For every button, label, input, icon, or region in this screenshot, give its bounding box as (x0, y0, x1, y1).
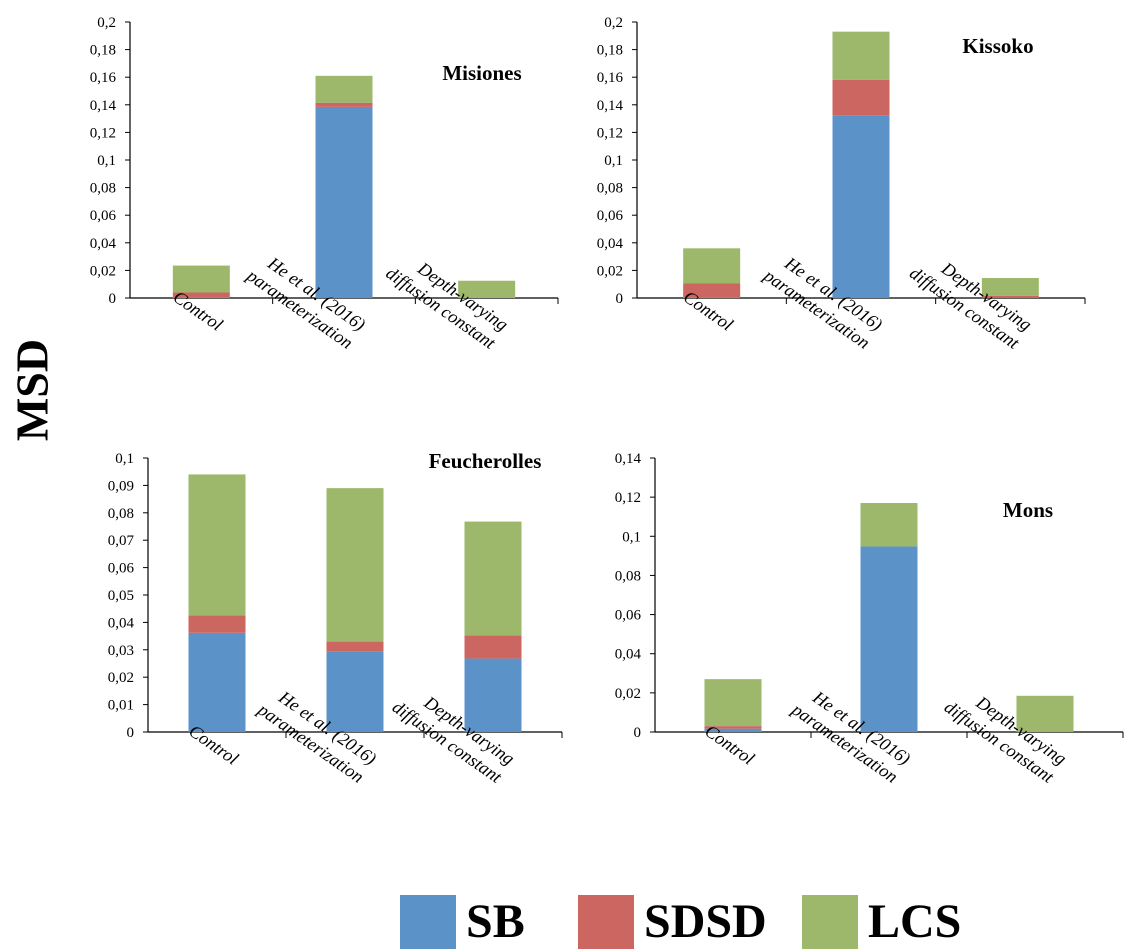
y-tick-label: 0,16 (90, 70, 117, 86)
y-tick-label: 0 (127, 725, 135, 741)
bar-sdsd (464, 635, 522, 659)
y-tick-label: 0,01 (108, 698, 134, 714)
y-tick-label: 0,02 (615, 686, 641, 702)
y-tick-label: 0,04 (90, 236, 117, 252)
bar-lcs (458, 280, 516, 298)
chart-title: Misiones (442, 61, 521, 85)
y-tick-label: 0,06 (108, 561, 135, 577)
bar-sdsd (832, 79, 890, 116)
y-tick-label: 0,05 (108, 588, 134, 604)
y-tick-label: 0,14 (615, 451, 642, 467)
bar-sdsd (188, 615, 246, 633)
bar-lcs (704, 679, 762, 727)
y-tick-label: 0,02 (108, 670, 134, 686)
bar-sdsd (704, 726, 762, 729)
chart-feucherolles: 0 0,01 0,02 0,03 0,04 0,05 0,06 0,07 0,08 0,09 0,1… (108, 449, 563, 787)
bar-sb (315, 106, 373, 299)
bar-sb (860, 546, 918, 732)
chart-title: Kissoko (962, 34, 1033, 58)
y-tick-label: 0,18 (90, 43, 116, 59)
y-tick-label: 0,04 (597, 236, 624, 252)
y-tick-label: 0,1 (97, 153, 116, 169)
y-tick-label: 0,16 (597, 70, 624, 86)
bar-lcs (188, 474, 246, 616)
chart-title: Mons (1003, 498, 1053, 522)
y-tick-label: 0,14 (90, 98, 117, 114)
bar-sb (704, 728, 762, 732)
x-tick-label: Depth-varyingdiffusion constant (906, 245, 1036, 354)
bar-sb (464, 658, 522, 732)
y-tick-label: 0,12 (597, 125, 623, 141)
y-tick-label: 0,2 (604, 15, 623, 31)
chart-panel-feucherolles: 0 0,01 0,02 0,03 0,04 0,05 0,06 0,07 0,08 0,09 0,1… (0, 440, 571, 890)
bar-lcs (1016, 695, 1074, 732)
legend-swatch-lcs (802, 895, 858, 949)
bar-sb (188, 632, 246, 732)
y-tick-label: 0,08 (615, 568, 641, 584)
y-tick-label: 0 (616, 291, 624, 307)
y-tick-label: 0,08 (108, 506, 134, 522)
bar-sb (172, 297, 230, 298)
legend-label-sdsd: SDSD (644, 895, 767, 948)
bar-lcs (464, 521, 522, 636)
y-tick-label: 0,06 (90, 208, 117, 224)
bar-lcs (860, 503, 918, 547)
y-tick-label: 0,09 (108, 478, 134, 494)
y-tick-label: 0,02 (597, 263, 623, 279)
y-tick-label: 0,1 (604, 153, 623, 169)
legend: SB SDSD LCS (400, 893, 980, 949)
chart-panel-mons: 0 0,02 0,04 0,06 0,08 0,1 0,12 0,14 Control He et… (571, 440, 1142, 890)
y-tick-label: 0,08 (90, 181, 116, 197)
x-tick-label: Depth-varyingdiffusion constant (382, 245, 512, 354)
bar-lcs (172, 265, 230, 293)
chart-title: Feucherolles (429, 449, 542, 473)
y-tick-label: 0,18 (597, 43, 623, 59)
y-tick-label: 0,1 (622, 529, 641, 545)
y-tick-label: 0,08 (597, 181, 623, 197)
legend-swatch-sdsd (578, 895, 634, 949)
y-tick-label: 0,12 (615, 490, 641, 506)
y-tick-label: 0,07 (108, 533, 135, 549)
y-tick-label: 0,12 (90, 125, 116, 141)
y-tick-label: 0 (109, 291, 117, 307)
legend-label-sb: SB (466, 895, 525, 948)
y-tick-label: 0,06 (615, 608, 642, 624)
bar-lcs (326, 488, 384, 642)
bar-sdsd (315, 102, 373, 107)
y-tick-label: 0,04 (108, 615, 135, 631)
y-tick-label: 0,1 (115, 451, 134, 467)
y-tick-label: 0,03 (108, 643, 134, 659)
bar-sdsd (172, 292, 230, 298)
legend-label-lcs: LCS (868, 895, 962, 948)
y-tick-label: 0,14 (597, 98, 624, 114)
bar-lcs (315, 75, 373, 103)
bar-lcs (683, 248, 741, 284)
x-tick-label: Depth-varyingdiffusion constant (941, 679, 1071, 788)
bar-lcs (981, 277, 1039, 296)
y-tick-label: 0 (634, 725, 642, 741)
y-tick-label: 0,02 (90, 263, 116, 279)
y-tick-label: 0,04 (615, 647, 642, 663)
chart-misiones: 00,020,040,060,080,10,120,140,160,180,2C… (90, 15, 559, 354)
bar-lcs (832, 31, 890, 80)
bar-sdsd (683, 283, 741, 298)
bar-sdsd (326, 641, 384, 652)
bar-sb (683, 297, 741, 298)
bar-sdsd (981, 295, 1039, 298)
chart-kissoko: 00,020,040,060,080,10,120,140,160,180,2C… (597, 15, 1086, 354)
y-tick-label: 0,06 (597, 208, 624, 224)
chart-panel-misiones: 0 0,02 0,04 0,06 0,08 0,1 0,12 0,14 0,16 0,18 0,2 C… (0, 0, 571, 440)
bar-sb (326, 651, 384, 732)
chart-panel-kissoko: 0 0,02 0,04 0,06 0,08 0,1 0,12 0,14 0,16 0,18 0,2 C… (571, 0, 1142, 440)
y-tick-label: 0,2 (97, 15, 116, 31)
bar-sb (832, 115, 890, 299)
legend-swatch-sb (400, 895, 456, 949)
